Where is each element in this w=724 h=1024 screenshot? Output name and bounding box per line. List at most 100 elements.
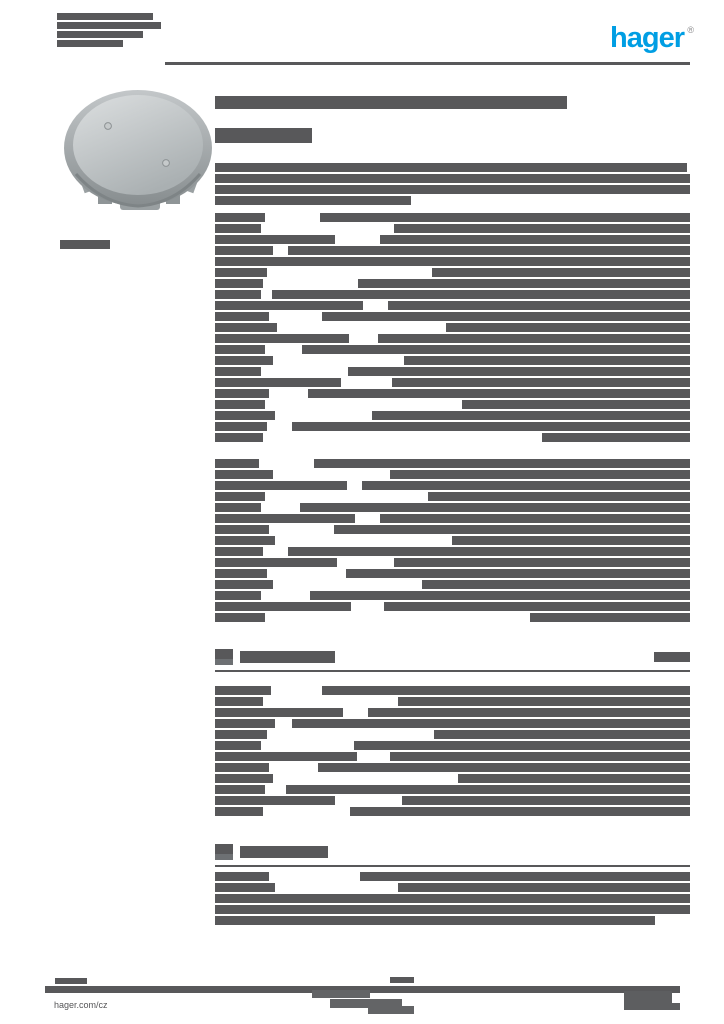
spec-label-block xyxy=(215,279,263,288)
spec-label-block xyxy=(215,719,275,728)
product-image xyxy=(62,86,214,218)
spec-value-block xyxy=(446,323,690,332)
description-line-block xyxy=(215,196,411,205)
spec-value-block xyxy=(322,686,690,695)
spec-value-block xyxy=(390,752,690,761)
section-right-block xyxy=(654,652,690,662)
spec-row xyxy=(215,872,690,881)
spec-value-block xyxy=(378,334,690,343)
spec-value-block xyxy=(314,459,690,468)
spec-value-block xyxy=(390,470,690,479)
spec-label-block xyxy=(215,752,357,761)
spec-label-block xyxy=(215,872,269,881)
header-address-block xyxy=(57,13,161,49)
spec-label-block xyxy=(215,591,261,600)
spec-row xyxy=(215,268,690,277)
spec-row xyxy=(215,312,690,321)
spec-value-block xyxy=(380,514,690,523)
spec-value-block xyxy=(398,883,690,892)
spec-row xyxy=(215,741,690,750)
spec-row xyxy=(215,807,690,816)
spec-value-block xyxy=(434,730,690,739)
description-line-block xyxy=(215,163,687,172)
spec-value-block xyxy=(346,569,690,578)
spec-label-block xyxy=(215,400,265,409)
order-reference-block xyxy=(215,128,312,143)
spec-value-block xyxy=(308,389,690,398)
spec-row xyxy=(215,470,690,479)
address-line-block xyxy=(57,13,153,20)
spec-label-block xyxy=(215,525,269,534)
spec-value-block xyxy=(292,422,690,431)
spec-value-block xyxy=(392,378,690,387)
spec-label-block xyxy=(215,213,265,222)
spec-row-group xyxy=(215,213,690,442)
spec-row xyxy=(215,257,690,266)
spec-row xyxy=(215,235,690,244)
spec-row xyxy=(215,481,690,490)
spec-row xyxy=(215,224,690,233)
spec-row xyxy=(215,433,690,442)
spec-value-block xyxy=(394,224,690,233)
hager-logo: hager xyxy=(610,22,685,54)
spec-value-block xyxy=(462,400,690,409)
spec-label-block xyxy=(215,367,261,376)
spec-row xyxy=(215,389,690,398)
page-title-block xyxy=(215,96,567,109)
main-column xyxy=(215,96,690,927)
spec-value-block xyxy=(384,602,690,611)
spec-row xyxy=(215,525,690,534)
footer-page-info-block xyxy=(672,1003,680,1010)
spec-row xyxy=(215,492,690,501)
spec-label-block xyxy=(215,433,263,442)
spec-label-block xyxy=(215,470,273,479)
spec-value-block xyxy=(322,312,690,321)
spec-row xyxy=(215,686,690,695)
spec-row xyxy=(215,602,690,611)
spec-label-block xyxy=(215,257,350,266)
footer-small-block-left xyxy=(55,978,87,984)
spec-value-block xyxy=(530,613,690,622)
spec-value-block xyxy=(360,872,690,881)
spec-value-block xyxy=(272,290,690,299)
spec-row xyxy=(215,591,690,600)
spec-value-block xyxy=(288,246,690,255)
spec-value-block xyxy=(398,697,690,706)
footer-text-block xyxy=(368,1006,414,1014)
spec-value-block xyxy=(318,763,690,772)
spec-value-block xyxy=(310,591,690,600)
footer-text-block xyxy=(312,990,370,998)
spec-label-block xyxy=(215,569,267,578)
spec-label-block xyxy=(215,481,347,490)
spec-label-block xyxy=(215,356,273,365)
spec-label-block xyxy=(215,312,269,321)
spec-value-block xyxy=(404,356,690,365)
spec-row xyxy=(215,774,690,783)
spec-label-block xyxy=(215,389,269,398)
spec-row xyxy=(215,400,690,409)
spec-value-block xyxy=(334,525,690,534)
spec-row xyxy=(215,290,690,299)
floor-box-illustration xyxy=(64,90,212,210)
spec-row xyxy=(215,422,690,431)
spec-label-block xyxy=(215,763,269,772)
spec-value-block xyxy=(368,708,690,717)
spec-label-block xyxy=(215,345,265,354)
footer-text-block xyxy=(330,999,402,1008)
section-header xyxy=(215,842,690,862)
spec-row xyxy=(215,569,690,578)
spec-value-block xyxy=(302,345,690,354)
spec-label-block xyxy=(215,613,265,622)
spec-row xyxy=(215,613,690,622)
footer-website-link[interactable]: hager.com/cz xyxy=(54,999,108,1010)
spec-label-block xyxy=(215,580,273,589)
spec-row xyxy=(215,334,690,343)
spec-label-block xyxy=(215,741,261,750)
spec-value-block xyxy=(288,547,690,556)
spec-row-group xyxy=(215,686,690,816)
spec-value-block xyxy=(349,257,690,266)
spec-value-block xyxy=(542,433,690,442)
spec-label-block xyxy=(215,686,271,695)
spec-label-block xyxy=(215,708,343,717)
spec-label-block xyxy=(215,807,263,816)
